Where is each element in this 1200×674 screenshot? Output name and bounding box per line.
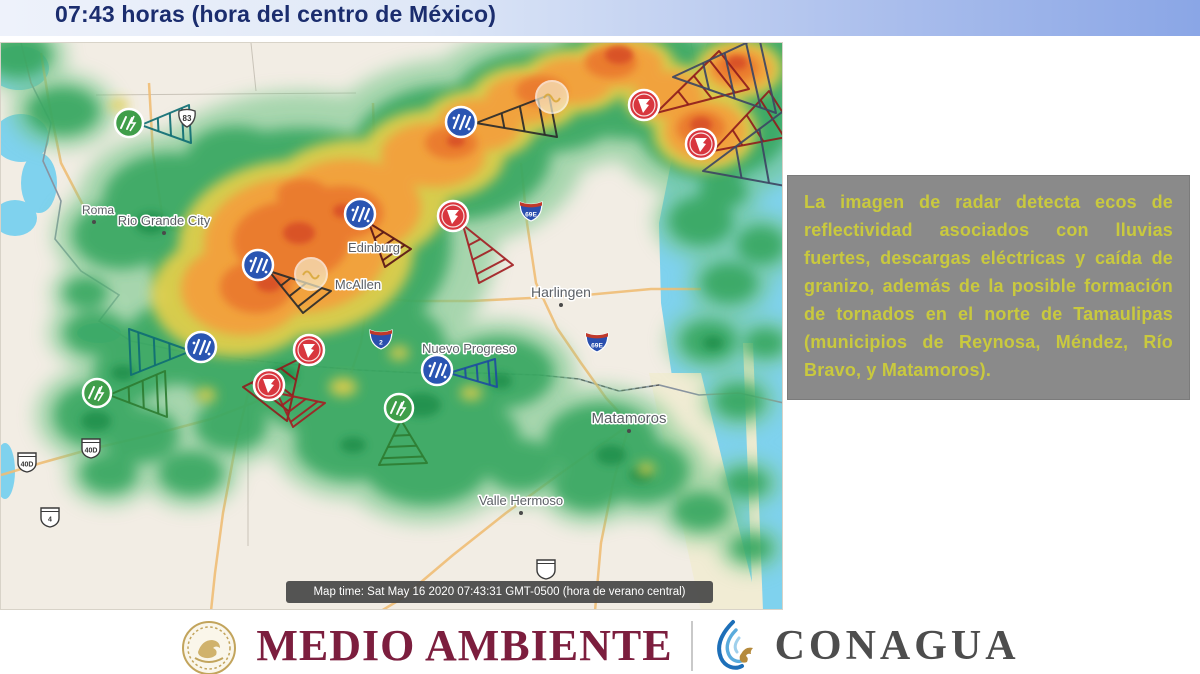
conagua-logo-icon <box>716 620 753 670</box>
mx-highway-shield <box>536 559 556 580</box>
warning-icon-rain <box>343 197 377 231</box>
mexico-coat-of-arms-icon <box>182 621 237 674</box>
city-dot <box>92 220 96 224</box>
svg-text:2: 2 <box>379 340 383 347</box>
header-band: 07:43 horas (hora del centro de México) <box>0 0 1200 36</box>
warning-icon-tornado <box>252 368 286 402</box>
footer-band: MEDIO AMBIENTE CONAGUA <box>0 610 1200 674</box>
city-dot <box>627 429 631 433</box>
warning-icon-storm <box>81 377 113 409</box>
warning-icon-rain <box>241 248 275 282</box>
lake <box>1 443 15 499</box>
svg-text:4: 4 <box>48 517 52 524</box>
storm-cone <box>672 43 777 114</box>
warning-icon-tornado <box>436 199 470 233</box>
footer-divider <box>690 621 693 671</box>
storm-cone <box>128 328 192 376</box>
warning-icon-storm <box>383 392 415 424</box>
city-dot <box>162 231 166 235</box>
city-dot <box>519 511 523 515</box>
warning-icon-hail <box>294 257 328 291</box>
storm-cone <box>462 224 514 284</box>
city-label: Matamoros <box>591 410 666 427</box>
storm-cone <box>108 370 168 418</box>
svg-text:40D: 40D <box>85 448 98 455</box>
warning-icon-tornado <box>684 127 718 161</box>
warning-icon-tornado <box>627 88 661 122</box>
radar-description-box: La imagen de radar detecta ecos de refle… <box>787 175 1190 400</box>
storm-cone <box>448 358 498 388</box>
storm-cone <box>378 419 428 466</box>
ministry-wordmark: MEDIO AMBIENTE <box>256 621 673 670</box>
boundary-line <box>250 43 257 92</box>
lake <box>21 153 57 213</box>
us-highway-shield: 83 <box>178 108 196 128</box>
mx-highway-shield: 40D <box>81 438 101 459</box>
map-timestamp: Map time: Sat May 16 2020 07:43:31 GMT-0… <box>286 581 713 603</box>
warning-icon-rain <box>420 353 454 387</box>
svg-text:69E: 69E <box>525 212 537 219</box>
header-time-title: 07:43 horas (hora del centro de México) <box>55 1 497 27</box>
city-label: Edinburg <box>348 240 400 255</box>
city-label: Harlingen <box>531 284 591 300</box>
storm-cone <box>368 222 412 268</box>
warning-icon-storm <box>113 107 145 139</box>
radar-layer-redcells <box>256 46 747 292</box>
city-label: Valle Hermoso <box>479 493 563 508</box>
warning-icon-rain <box>444 105 478 139</box>
svg-text:69E: 69E <box>591 343 603 350</box>
svg-text:40D: 40D <box>21 462 34 469</box>
warning-icon-hail <box>535 80 569 114</box>
svg-text:83: 83 <box>183 114 192 123</box>
mx-highway-shield: 4 <box>40 507 60 528</box>
city-label: Rio Grande City <box>118 213 211 228</box>
radar-map-canvas: 83 69E 69E 2 40D 40D 4 Roma Rio Grande City Edinb… <box>1 43 782 609</box>
interstate-shield: 69E <box>519 201 543 222</box>
city-dot <box>559 303 563 307</box>
agency-wordmark: CONAGUA <box>774 623 1020 669</box>
city-label: Roma <box>82 203 114 217</box>
mx-highway-shield: 40D <box>17 452 37 473</box>
lake <box>1 200 37 236</box>
radar-map: 83 69E 69E 2 40D 40D 4 Roma Rio Grande City Edinb… <box>0 42 783 610</box>
warning-icon-rain <box>184 330 218 364</box>
interstate-shield: 69E <box>585 332 609 353</box>
warning-icon-tornado <box>292 333 326 367</box>
city-label: Nuevo Progreso <box>422 341 516 356</box>
city-label: McAllen <box>335 277 381 292</box>
interstate-shield: 2 <box>369 329 393 350</box>
storm-cone <box>702 110 782 187</box>
storm-cone <box>276 392 326 428</box>
